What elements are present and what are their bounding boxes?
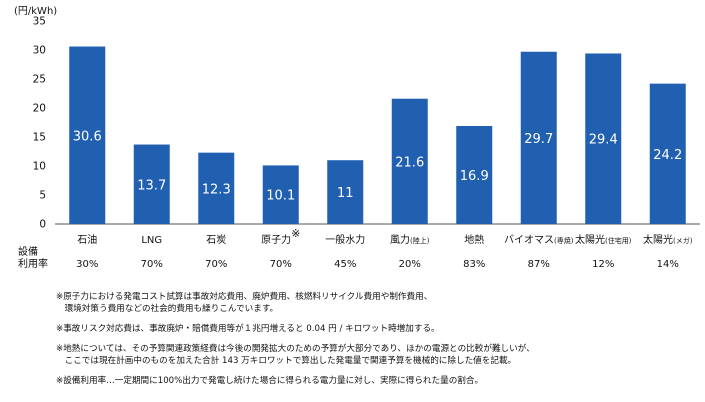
capacity-factor-1: 30% [76, 259, 98, 270]
category-name-2: LNG [141, 235, 162, 246]
category-label-2: LNG [141, 235, 162, 246]
bar-value-label-10: 24.2 [653, 148, 682, 163]
y-tick-label-35: 35 [33, 16, 46, 28]
category-label-1: 石油 [77, 233, 97, 246]
category-name-6: 風力 [390, 233, 410, 246]
bar-3 [198, 152, 235, 224]
category-name-7: 地熱 [464, 233, 484, 246]
category-qualifier-4: ※ [291, 227, 300, 240]
bar-1 [69, 46, 106, 224]
capacity-factor-5: 45% [334, 259, 356, 270]
category-label-4: 原子力※ [261, 227, 300, 246]
category-name-10: 太陽光 [643, 233, 673, 246]
category-label-7: 地熱 [464, 233, 484, 246]
category-name-1: 石油 [77, 233, 97, 246]
capacity-factor-9: 12% [592, 259, 614, 270]
capacity-factor-3: 70% [205, 259, 227, 270]
y-tick-label-0: 0 [39, 219, 46, 231]
category-label-10: 太陽光(メガ) [643, 233, 693, 246]
bar-9 [585, 53, 622, 225]
category-qualifier-8: (専焼) [554, 236, 574, 245]
y-tick-label-15: 15 [33, 132, 46, 144]
bar-7 [456, 125, 493, 224]
category-name-5: 一般水力 [325, 233, 365, 246]
y-axis-unit: (円/kWh) [14, 6, 58, 17]
footnote-accident-risk: ※事故リスク対応費は、事故廃炉・賠償費用等が１兆円増えると 0.04 円 / キ… [56, 324, 440, 334]
category-qualifier-9: (住宅用) [605, 236, 632, 245]
capacity-factor-6: 20% [399, 259, 421, 270]
capacity-factor-8: 87% [528, 259, 550, 270]
capacity-factor-2: 70% [141, 259, 163, 270]
y-tick-label-5: 5 [39, 190, 46, 202]
category-label-5: 一般水力 [325, 233, 365, 246]
footnote-geothermal: ※地熱については、その予算関連政策経費は今後の開発拡大のための予算が大部分であり… [56, 344, 535, 366]
bar-value-label-8: 29.7 [524, 132, 553, 147]
bar-value-label-1: 30.6 [73, 129, 102, 144]
bar-value-label-6: 21.6 [395, 155, 424, 170]
y-tick-label-30: 30 [33, 45, 46, 57]
category-label-9: 太陽光(住宅用) [575, 233, 632, 246]
bar-value-label-4: 10.1 [266, 189, 295, 204]
category-name-8: バイオマス [504, 234, 554, 246]
bar-value-label-3: 12.3 [202, 182, 231, 197]
y-tick-label-20: 20 [33, 103, 46, 115]
footnote-nuclear-cost: ※原子力における発電コスト試算は事故対応費用、廃炉費用、核燃料リサイクル費用や制… [56, 292, 433, 314]
category-name-4: 原子力 [261, 233, 291, 246]
capacity-factor-4: 70% [270, 259, 292, 270]
footnote-capacity-factor: ※設備利用率…一定期間に100%出力で発電し続けた場合に得られる電力量に対し、実… [56, 376, 484, 386]
category-label-6: 風力(陸上) [390, 233, 430, 246]
bar-2 [133, 144, 170, 224]
category-qualifier-10: (メガ) [673, 236, 693, 245]
y-tick-label-25: 25 [33, 74, 46, 86]
capacity-factor-label-2: 利用率 [18, 259, 48, 270]
footnotes: ※原子力における発電コスト試算は事故対応費用、廃炉費用、核燃料リサイクル費用や制… [56, 291, 696, 395]
category-name-9: 太陽光 [575, 233, 605, 246]
bar-value-label-7: 16.9 [460, 169, 489, 184]
capacity-factor-7: 83% [463, 259, 485, 270]
y-tick-label-10: 10 [33, 161, 46, 173]
bar-chart: 0 5 10 15 20 25 30 35 30.6 石油 30% 13.7 LNG 70% 12.3 石炭… [33, 16, 700, 270]
capacity-factor-label-1: 設備 [18, 247, 38, 258]
bar-value-label-2: 13.7 [137, 178, 166, 193]
bar-5 [327, 160, 364, 224]
category-qualifier-6: (陸上) [410, 236, 430, 245]
category-name-3: 石炭 [206, 234, 226, 246]
category-label-8: バイオマス(専焼) [504, 234, 574, 246]
bar-value-label-9: 29.4 [589, 133, 618, 148]
bar-10 [649, 83, 686, 224]
bar-8 [520, 51, 557, 224]
bar-value-label-5: 11 [337, 186, 354, 201]
category-label-3: 石炭 [206, 234, 226, 246]
bar-4 [262, 165, 299, 224]
capacity-factor-10: 14% [657, 259, 679, 270]
bar-6 [391, 98, 428, 224]
